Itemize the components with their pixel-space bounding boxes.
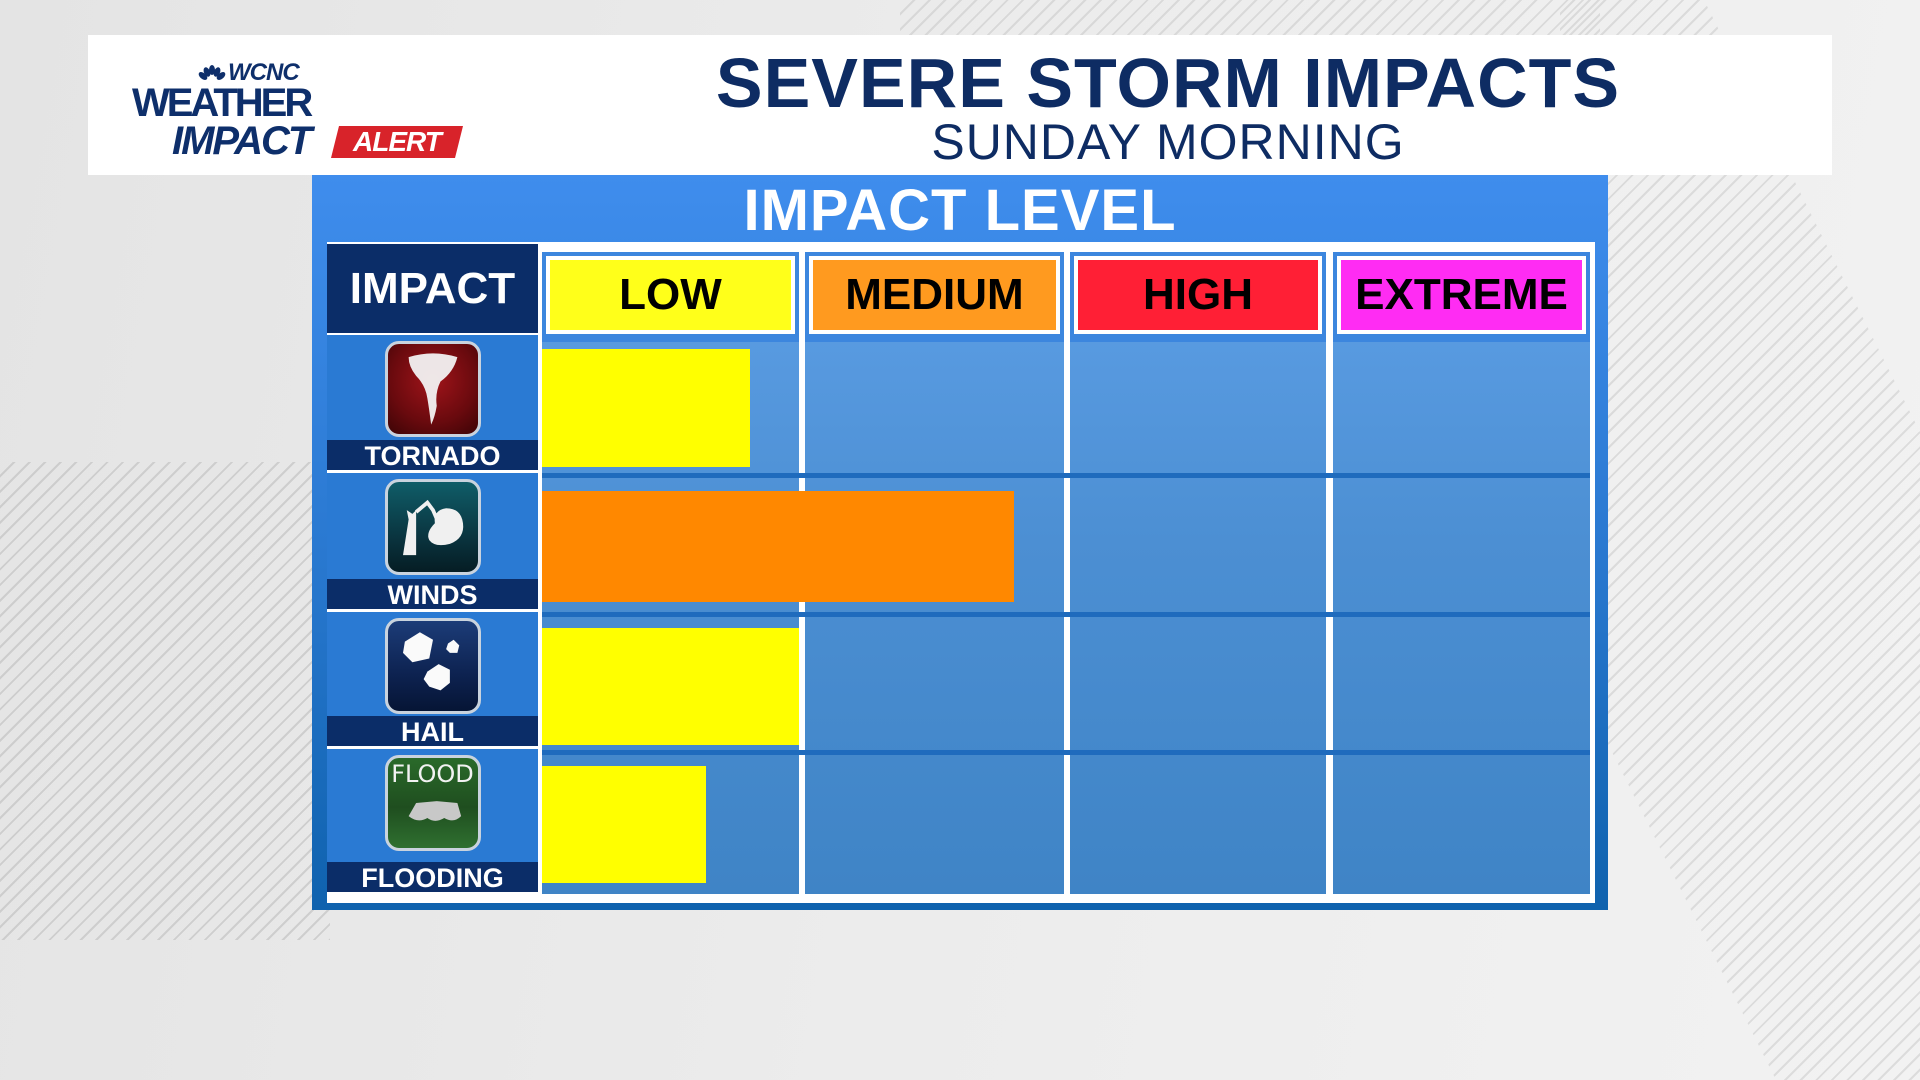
logo-station-text: WCNC <box>228 59 300 86</box>
station-logo: WCNC WEATHER IMPACT ALERT <box>132 55 463 165</box>
bar-hail <box>542 628 799 745</box>
row-divider <box>542 612 1590 617</box>
flood-icon-text: FLOOD <box>391 760 474 788</box>
level-column-medium: MEDIUM <box>805 252 1064 894</box>
impact-row-flooding: FLOOD FLOODING <box>327 749 538 893</box>
impact-column-header: IMPACT <box>327 244 538 333</box>
level-column-extreme: EXTREME <box>1333 252 1590 894</box>
impact-row-hail: HAIL <box>327 612 538 747</box>
impact-label: WINDS <box>327 579 538 610</box>
panel-title: IMPACT LEVEL <box>743 178 1177 243</box>
hail-icon <box>384 618 481 714</box>
level-header-extreme: EXTREME <box>1337 256 1586 334</box>
logo-weather-text: WEATHER <box>132 81 313 125</box>
page-title: SEVERE STORM IMPACTS <box>715 44 1621 122</box>
impact-label: HAIL <box>327 716 538 747</box>
header-banner: WCNC WEATHER IMPACT ALERT SEVERE STORM I… <box>88 35 1832 175</box>
logo-alert-text: ALERT <box>353 126 441 157</box>
impact-label: TORNADO <box>327 440 538 471</box>
impact-table: IMPACT TORNADO WINDS <box>327 242 1595 903</box>
background-stripes-left <box>0 462 330 940</box>
logo-impact-text: IMPACT <box>172 119 312 163</box>
flood-icon: FLOOD <box>384 755 481 851</box>
level-header-high: HIGH <box>1074 256 1322 334</box>
row-divider <box>542 750 1590 755</box>
impact-row-tornado: TORNADO <box>327 335 538 471</box>
impact-label: FLOODING <box>327 862 538 893</box>
bar-tornado <box>542 349 750 467</box>
impact-label-column: IMPACT TORNADO WINDS <box>327 244 538 894</box>
tornado-icon <box>384 341 481 437</box>
impact-panel: IMPACT LEVEL IMPACT TORNADO <box>312 175 1608 910</box>
level-column-high: HIGH <box>1070 252 1326 894</box>
impact-level-grid: LOW MEDIUM HIGH EXTREME <box>542 252 1590 894</box>
logo-alert-badge: ALERT <box>331 126 463 158</box>
bar-winds <box>542 491 1014 602</box>
background-stripes-top <box>900 0 1600 36</box>
bar-flooding <box>542 766 706 883</box>
impact-row-winds: WINDS <box>327 473 538 610</box>
level-header-low: LOW <box>546 256 795 334</box>
page-subtitle: SUNDAY MORNING <box>931 114 1405 170</box>
peacock-icon <box>198 65 226 80</box>
wind-damage-tree-icon <box>384 479 481 575</box>
level-header-medium: MEDIUM <box>809 256 1060 334</box>
row-divider <box>542 473 1590 478</box>
